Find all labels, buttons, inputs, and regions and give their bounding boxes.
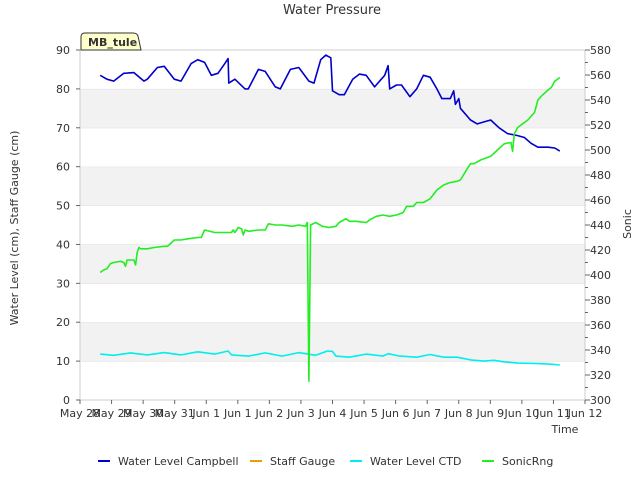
y-left-tick-label: 50	[56, 200, 70, 213]
grid-band	[80, 361, 585, 400]
x-tick-label: Jun 11	[535, 407, 571, 420]
y-right-tick-label: 560	[590, 69, 611, 82]
legend-label: SonicRng	[502, 455, 553, 468]
legend-label: Staff Gauge	[270, 455, 335, 468]
grid-band	[80, 283, 585, 323]
y-right-axis-label: Sonic	[621, 209, 634, 239]
x-tick-label: Jun 4	[318, 407, 347, 420]
y-right-tick-label: 540	[590, 94, 611, 107]
y-right-tick-label: 480	[590, 169, 611, 182]
series-line-water-level-ctd	[100, 350, 560, 366]
y-right-tick-label: 300	[590, 394, 611, 407]
y-left-tick-label: 60	[56, 161, 70, 174]
y-right-tick-label: 420	[590, 244, 611, 257]
grid-band	[80, 88, 585, 128]
y-right-tick-label: 340	[590, 344, 611, 357]
y-left-tick-label: 70	[56, 122, 70, 135]
y-right-tick-label: 320	[590, 369, 611, 382]
x-tick-label: Jun 9	[475, 407, 504, 420]
y-right-tick-label: 440	[590, 219, 611, 232]
y-right-tick-labels: 300 320 340 360 380 400 420 440 460 480 500 520 540 5…	[585, 44, 611, 407]
y-right-tick-label: 360	[590, 319, 611, 332]
y-left-tick-label: 80	[56, 83, 70, 96]
y-left-tick-label: 30	[56, 277, 70, 290]
site-label-text: MB_tule	[88, 36, 137, 49]
plot-background-bands	[80, 49, 585, 400]
site-label-badge: MB_tule	[80, 32, 142, 51]
y-right-tick-label: 580	[590, 44, 611, 57]
chart-title: Water Pressure	[283, 3, 381, 18]
x-tick-label: Jun 1	[191, 407, 220, 420]
y-left-tick-label: 10	[56, 355, 70, 368]
legend-label: Water Level CTD	[370, 455, 461, 468]
x-tick-label: Jun 10	[504, 407, 540, 420]
grid-band	[80, 322, 585, 362]
y-right-tick-label: 400	[590, 269, 611, 282]
x-tick-label: May 30	[123, 407, 163, 420]
series-line-water-level-campbell	[99, 54, 561, 152]
y-left-axis-label: Water Level (cm), Staff Gauge (cm)	[8, 131, 21, 326]
y-right-tick-label: 460	[590, 194, 611, 207]
y-left-tick-label: 0	[63, 394, 70, 407]
x-tick-label: Jun 5	[349, 407, 378, 420]
x-axis-label: Time	[551, 423, 579, 436]
grid-band	[80, 166, 585, 206]
y-left-tick-label: 20	[56, 316, 70, 329]
site-label-box	[80, 32, 142, 51]
x-tick-label: Jun 1	[223, 407, 252, 420]
grid-band	[80, 244, 585, 284]
y-right-tick-label: 520	[590, 119, 611, 132]
x-tick-label: Jun 12	[567, 407, 603, 420]
x-tick-label: Jun 2	[255, 407, 284, 420]
y-left-tick-label: 90	[56, 44, 70, 57]
legend: Water Level Campbell Staff Gauge Water Lev…	[98, 455, 553, 468]
x-tick-label: Jun 3	[286, 407, 315, 420]
grid-band	[80, 205, 585, 245]
y-left-tick-labels: 0 10 20 30 40 50 60 70 80 90	[56, 44, 80, 407]
legend-label: Water Level Campbell	[118, 455, 239, 468]
y-right-tick-label: 380	[590, 294, 611, 307]
x-tick-label: May 29	[91, 407, 131, 420]
x-tick-label: Jun 7	[412, 407, 441, 420]
y-right-tick-label: 500	[590, 144, 611, 157]
x-tick-label: May 28	[60, 407, 100, 420]
series-line-sonicrng	[99, 76, 561, 383]
x-tick-label: Jun 8	[444, 407, 473, 420]
x-tick-label: Jun 6	[381, 407, 410, 420]
y-left-tick-label: 40	[56, 238, 70, 251]
series-layer	[99, 54, 561, 383]
x-tick-label: May 31	[155, 407, 195, 420]
